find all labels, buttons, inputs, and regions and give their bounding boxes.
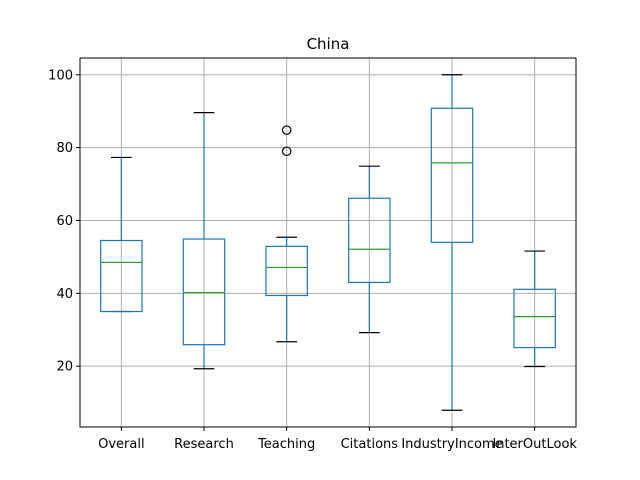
plot-frame bbox=[79, 57, 577, 428]
y-tick-label: 100 bbox=[48, 68, 73, 83]
y-tick-label: 40 bbox=[56, 287, 73, 302]
box-research bbox=[182, 112, 226, 370]
box-overall bbox=[100, 156, 143, 313]
outlier-point bbox=[281, 146, 292, 157]
y-tick-label: 80 bbox=[56, 141, 73, 156]
x-tick-label: Teaching bbox=[257, 437, 315, 452]
grid-layer bbox=[80, 58, 576, 427]
y-tick-label: 20 bbox=[56, 360, 73, 375]
iqr-box bbox=[348, 197, 391, 283]
box-layer bbox=[100, 74, 556, 411]
chart-title: China bbox=[307, 35, 350, 53]
iqr-box bbox=[513, 288, 556, 349]
box-teaching bbox=[265, 125, 308, 343]
x-tick-label: InterOutLook bbox=[492, 437, 577, 452]
iqr-box bbox=[100, 239, 143, 313]
iqr-box bbox=[265, 245, 308, 297]
iqr-box bbox=[430, 107, 474, 243]
axis-layer: 20 40 60 80 100 Overall Research Teaching Citati… bbox=[48, 68, 577, 452]
box-interoutlook bbox=[513, 250, 556, 368]
outlier-point bbox=[281, 125, 292, 135]
x-tick-label: Overall bbox=[98, 437, 144, 452]
iqr-box bbox=[182, 238, 226, 346]
box-industryincome bbox=[430, 74, 474, 411]
box-citations bbox=[348, 165, 391, 334]
x-tick-label: IndustryIncome bbox=[401, 437, 502, 452]
y-tick-label: 60 bbox=[56, 214, 73, 229]
x-tick-label: Citations bbox=[341, 437, 399, 452]
x-tick-label: Research bbox=[174, 437, 234, 452]
